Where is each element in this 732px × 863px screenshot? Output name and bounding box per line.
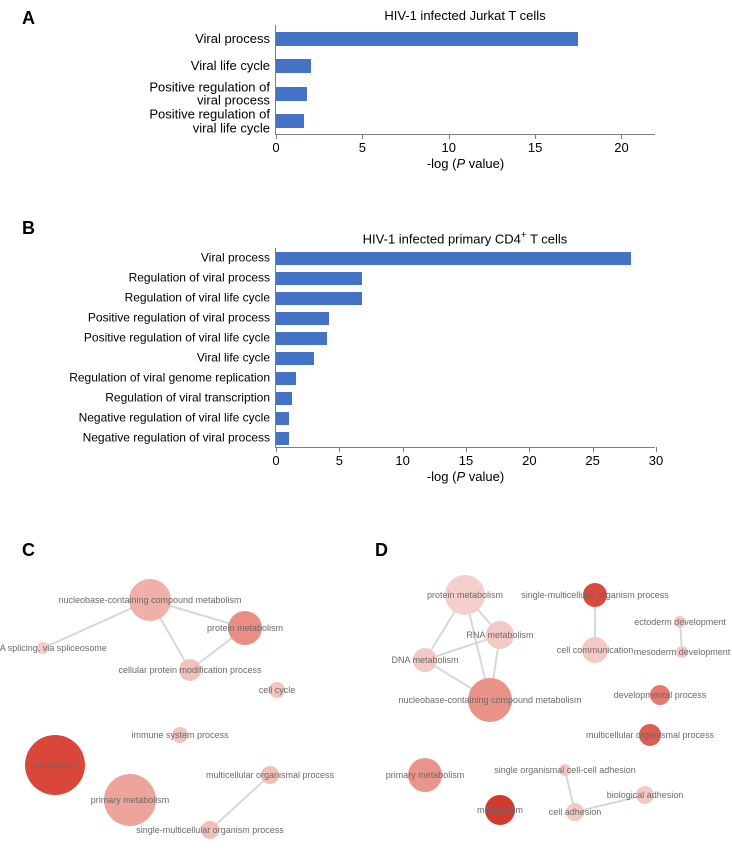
bar — [276, 59, 311, 73]
network-node-label: multicellular organismal process — [586, 730, 714, 740]
x-tick — [621, 134, 622, 139]
y-label: Positive regulation of viral life cycle — [84, 332, 276, 345]
network-node-label: nucleobase-containing compound metabolis… — [398, 695, 581, 705]
panel-label-c: C — [22, 540, 35, 561]
panel-label-d: D — [375, 540, 388, 561]
x-tick-label: 10 — [441, 140, 455, 155]
bar — [276, 272, 362, 285]
netD-edges — [370, 560, 710, 860]
x-tick — [276, 447, 277, 452]
network-d: protein metabolism single-multicellular o… — [370, 560, 710, 860]
x-tick-label: 0 — [272, 140, 279, 155]
x-tick-label: 30 — [649, 453, 663, 468]
bar — [276, 312, 329, 325]
network-node-label: cell adhesion — [549, 807, 602, 817]
y-label: Regulation of viral life cycle — [125, 292, 276, 305]
chart-a: HIV-1 infected Jurkat T cells Viral proce… — [275, 8, 655, 135]
bar — [276, 412, 289, 425]
y-label: Positive regulation ofviral process — [149, 80, 276, 107]
x-axis-label: -log (P value) — [427, 156, 504, 171]
network-node-label: nucleobase-containing compound metabolis… — [58, 595, 241, 605]
network-node-label: mesoderm development — [634, 647, 731, 657]
network-node-label: mRNA splicing, via spliceosome — [0, 643, 107, 653]
bar — [276, 292, 362, 305]
x-tick — [403, 447, 404, 452]
network-node-label: immune system process — [131, 730, 228, 740]
y-label: Viral life cycle — [197, 352, 276, 365]
x-tick-label: 25 — [585, 453, 599, 468]
x-tick-label: 0 — [272, 453, 279, 468]
bar — [276, 114, 304, 128]
x-tick — [339, 447, 340, 452]
bar — [276, 392, 292, 405]
chartB-plot: Viral processRegulation of viral process… — [275, 248, 655, 448]
bar — [276, 432, 289, 445]
network-node-label: single organismal cell-cell adhesion — [494, 765, 636, 775]
y-label: Viral life cycle — [191, 59, 276, 73]
netC-edges — [15, 560, 355, 860]
x-tick — [529, 447, 530, 452]
y-label: Viral process — [201, 252, 276, 265]
x-tick-label: 15 — [528, 140, 542, 155]
network-node-label: multicellular organismal process — [206, 770, 334, 780]
bar — [276, 332, 327, 345]
x-tick — [466, 447, 467, 452]
network-edge — [210, 775, 270, 830]
network-node-label: cell communication — [557, 645, 634, 655]
y-label: Regulation of viral genome replication — [69, 372, 276, 385]
network-node-label: ectoderm development — [634, 617, 726, 627]
y-label: Positive regulation of viral process — [88, 312, 276, 325]
panel-label-a: A — [22, 8, 35, 29]
x-tick-label: 10 — [395, 453, 409, 468]
bar — [276, 87, 307, 101]
y-label: Viral process — [195, 32, 276, 46]
bar — [276, 32, 578, 46]
panel-label-b: B — [22, 218, 35, 239]
network-node-label: single-multicellular organism process — [521, 590, 669, 600]
chartA-plot: Viral processViral life cyclePositive re… — [275, 25, 655, 135]
x-tick-label: 5 — [336, 453, 343, 468]
x-tick — [656, 447, 657, 452]
x-tick — [593, 447, 594, 452]
x-tick-label: 20 — [614, 140, 628, 155]
chartA-title: HIV-1 infected Jurkat T cells — [275, 8, 655, 23]
y-label: Negative regulation of viral process — [83, 432, 276, 445]
network-node-label: protein metabolism — [207, 623, 283, 633]
y-label: Regulation of viral process — [129, 272, 276, 285]
network-node-label: single-multicellular organism process — [136, 825, 284, 835]
x-tick — [276, 134, 277, 139]
network-node-label: DNA metabolism — [391, 655, 458, 665]
bar — [276, 252, 631, 265]
chart-b: HIV-1 infected primary CD4+ T cells Viral… — [275, 230, 655, 448]
y-label: Negative regulation of viral life cycle — [79, 412, 276, 425]
x-tick — [535, 134, 536, 139]
network-node-label: metabolism — [32, 760, 78, 770]
network-node-label: RNA metabolism — [466, 630, 533, 640]
bar — [276, 372, 296, 385]
x-tick-label: 20 — [522, 453, 536, 468]
x-tick — [362, 134, 363, 139]
y-label: Regulation of viral transcription — [105, 392, 276, 405]
network-node-label: primary metabolism — [91, 795, 170, 805]
network-node-label: protein metabolism — [427, 590, 503, 600]
chartB-title: HIV-1 infected primary CD4+ T cells — [275, 230, 655, 246]
x-tick-label: 5 — [359, 140, 366, 155]
y-label: Positive regulation ofviral life cycle — [149, 108, 276, 135]
network-c: nucleobase-containing compound metabolis… — [15, 560, 355, 860]
x-tick-label: 15 — [459, 453, 473, 468]
network-node-label: cell cycle — [259, 685, 296, 695]
bar — [276, 352, 314, 365]
network-node-label: metabolism — [477, 805, 523, 815]
x-axis-label: -log (P value) — [427, 469, 504, 484]
x-tick — [449, 134, 450, 139]
network-node-label: biological adhesion — [607, 790, 684, 800]
network-node-label: cellular protein modification process — [118, 665, 261, 675]
network-node-label: developmental process — [614, 690, 707, 700]
network-node-label: primary metabolism — [386, 770, 465, 780]
